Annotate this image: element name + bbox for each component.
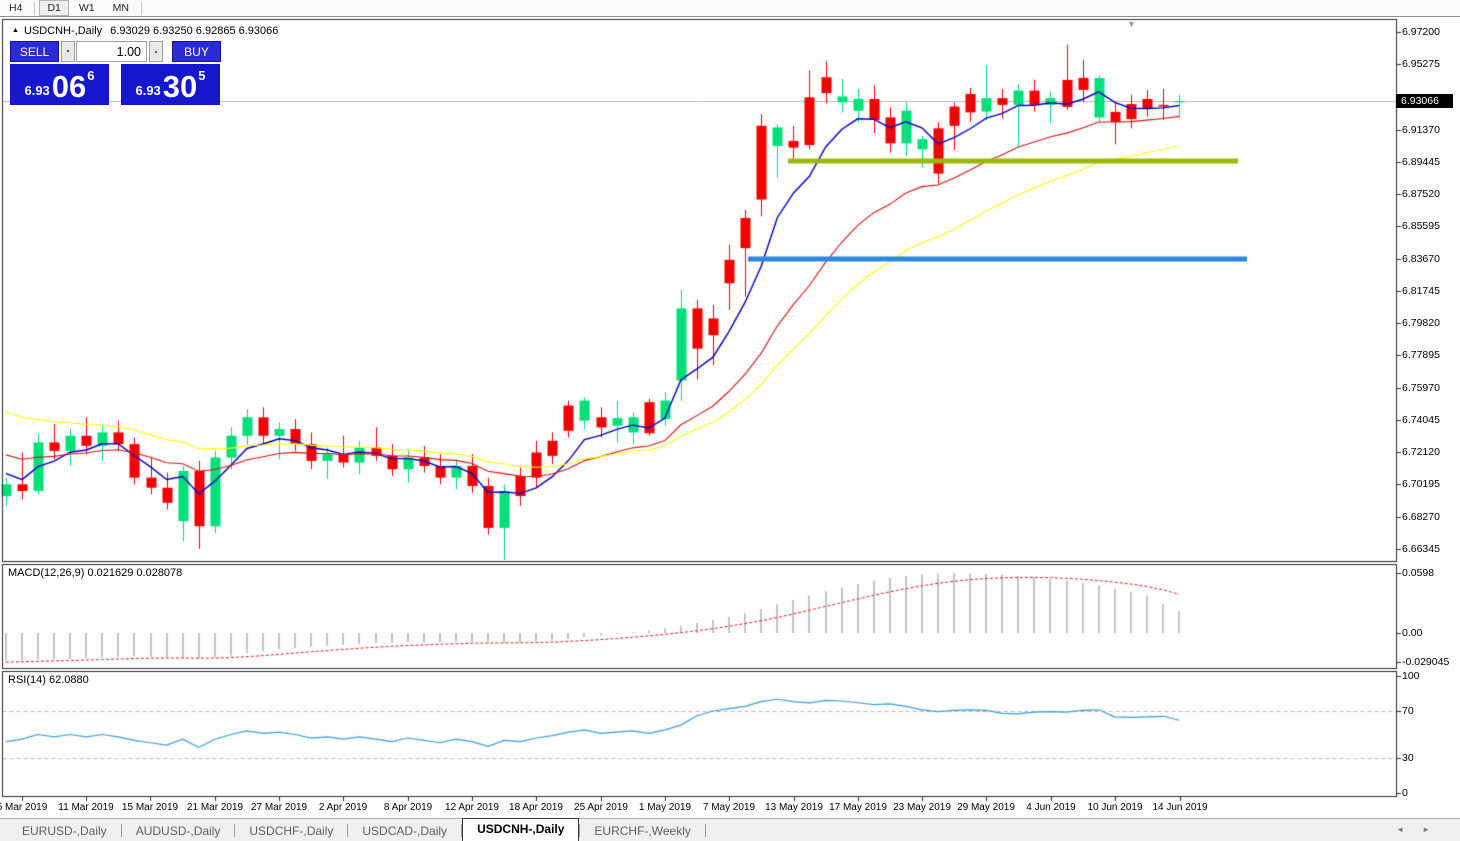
symbol-name: USDCNH-,Daily (23, 25, 103, 37)
tab-eurchf-weekly[interactable]: EURCHF-,Weekly (594, 824, 691, 838)
date-axis-tick: 10 Jun 2019 (1087, 802, 1143, 813)
timeframe-button-w1[interactable]: W1 (78, 2, 95, 14)
date-axis-tick: 21 Mar 2019 (186, 802, 244, 813)
price-axis-tick: 6.89445 (1402, 155, 1440, 168)
date-axis-tick: 8 Apr 2019 (383, 802, 433, 813)
price-axis-tick: 6.77895 (1402, 349, 1440, 362)
symbol-ohlc-line: ▲ USDCNH-,Daily 6.93029 6.93250 6.92865 6.… (12, 25, 278, 37)
timeframe-button-h4[interactable]: H4 (9, 2, 23, 14)
tab-usdcad-daily[interactable]: USDCAD-,Daily (362, 824, 448, 838)
tab-usdchf-daily[interactable]: USDCHF-,Daily (249, 824, 334, 838)
rsi-axis-tick: 30 (1402, 752, 1414, 764)
chart-tabs-bar: EURUSD-,Daily AUDUSD-,Daily USDCHF-,Daily U… (0, 818, 1460, 841)
chart-tabs: EURUSD-,Daily AUDUSD-,Daily USDCHF-,Daily U… (8, 818, 706, 841)
tab-separator (704, 824, 706, 837)
trade-controls-row: SELL ▼ ▲ BUY (10, 41, 224, 62)
price-axis-tick: 6.97200 (1402, 26, 1440, 38)
macd-axis-tick: 0.00 (1402, 627, 1423, 639)
rsi-axis-tick: 70 (1402, 705, 1414, 717)
price-axis-tick: 6.70195 (1402, 478, 1440, 491)
price-axis-tick: 6.72120 (1402, 446, 1440, 459)
price-axis-tick: 6.68270 (1402, 510, 1440, 523)
price-axis-tick: 6.91370 (1402, 123, 1440, 136)
buy-price-display[interactable]: 6.93 30 5 (121, 64, 220, 105)
date-axis-tick: 23 May 2019 (893, 802, 951, 813)
price-axis-tick: 6.87520 (1402, 188, 1440, 201)
date-axis-tick: 15 Mar 2019 (121, 802, 179, 813)
volume-increase-button[interactable]: ▲ (149, 41, 163, 62)
buy-price-pip: 5 (198, 68, 206, 83)
tab-audusd-daily[interactable]: AUDUSD-,Daily (135, 824, 221, 838)
tab-separator (579, 824, 581, 837)
ohlc-values: 6.93029 6.93250 6.92865 6.93066 (110, 25, 279, 37)
tab-separator (347, 824, 349, 837)
sell-price-big: 06 (51, 69, 87, 104)
sell-price-prefix: 6.93 (24, 83, 50, 98)
symbol-collapse-icon[interactable]: ▲ (12, 27, 19, 34)
rsi-axis-tick: 100 (1402, 669, 1420, 682)
tab-scroll-left-icon[interactable]: ◄ (1396, 825, 1404, 834)
timeframe-toolbar: H4 D1 W1 MN (0, 0, 1460, 17)
buy-price-big: 30 (162, 69, 198, 104)
triangle-down-icon: ▼ (65, 48, 71, 55)
timeframe-button-mn[interactable]: MN (112, 2, 129, 14)
tab-scroll-right-icon[interactable]: ► (1422, 825, 1430, 834)
price-axis-tick: 6.79820 (1402, 317, 1440, 330)
macd-axis-tick: 0.0598 (1402, 567, 1435, 580)
current-price-badge: 6.93066 (1396, 94, 1453, 109)
date-axis-tick: 7 May 2019 (702, 802, 756, 813)
macd-axis-tick: -0.029045 (1402, 656, 1450, 669)
tab-separator (234, 824, 236, 837)
date-axis-tick: 5 Mar 2019 (0, 802, 48, 813)
date-axis-tick: 12 Apr 2019 (445, 802, 499, 813)
date-axis-tick: 17 May 2019 (829, 802, 887, 813)
date-axis-tick: 2 Apr 2019 (318, 802, 368, 813)
date-axis-tick: 18 Apr 2019 (509, 802, 563, 813)
price-axis-tick: 6.83670 (1402, 252, 1440, 265)
triangle-up-icon: ▲ (153, 48, 159, 55)
price-axis-tick: 6.74045 (1402, 413, 1440, 426)
date-axis-tick: 14 Jun 2019 (1152, 802, 1208, 813)
tab-eurusd-daily[interactable]: EURUSD-,Daily (22, 824, 107, 838)
tab-usdcnh-daily[interactable]: USDCNH-,Daily (462, 818, 580, 841)
price-axis-tick: 6.75970 (1402, 381, 1440, 394)
price-axis-tick: 6.66345 (1402, 542, 1440, 555)
sell-price-pip: 6 (87, 68, 95, 83)
rsi-axis-tick: 0 (1402, 787, 1408, 800)
chart-shift-marker-icon[interactable]: ▼ (1127, 19, 1136, 29)
tab-separator (120, 824, 122, 837)
buy-price-prefix: 6.93 (135, 83, 161, 98)
price-axis-tick: 6.85595 (1402, 220, 1440, 233)
date-axis-tick: 11 Mar 2019 (58, 802, 114, 813)
date-axis-tick: 27 Mar 2019 (250, 802, 308, 813)
date-axis-tick: 4 Jun 2019 (1026, 802, 1076, 813)
timeframe-buttons: H4 D1 W1 MN (0, 0, 145, 16)
trade-prices-row: 6.93 06 6 6.93 30 5 (10, 64, 224, 105)
date-axis-tick: 13 May 2019 (765, 802, 823, 813)
date-axis-tick: 25 Apr 2019 (574, 802, 628, 813)
chart-window: ▲ USDCNH-,Daily 6.93029 6.93250 6.92865 6.… (0, 18, 1460, 818)
toolbar-separator (34, 1, 36, 15)
timeframe-button-d1[interactable]: D1 (39, 0, 69, 16)
volume-input[interactable] (76, 41, 147, 62)
rsi-indicator-label: RSI(14) 62.0880 (8, 674, 89, 686)
price-chart-canvas[interactable] (0, 18, 1460, 818)
toolbar-separator (140, 1, 142, 15)
sell-price-display[interactable]: 6.93 06 6 (10, 64, 109, 105)
price-axis-tick: 6.95275 (1402, 58, 1440, 71)
price-axis-tick: 6.81745 (1402, 284, 1440, 297)
buy-button[interactable]: BUY (172, 41, 221, 62)
macd-indicator-label: MACD(12,26,9) 0.021629 0.028078 (8, 567, 183, 579)
tab-separator (461, 824, 463, 837)
date-axis-tick: 1 May 2019 (638, 802, 692, 813)
sell-button[interactable]: SELL (10, 41, 59, 62)
date-axis-tick: 29 May 2019 (957, 802, 1015, 813)
volume-decrease-button[interactable]: ▼ (61, 41, 75, 62)
